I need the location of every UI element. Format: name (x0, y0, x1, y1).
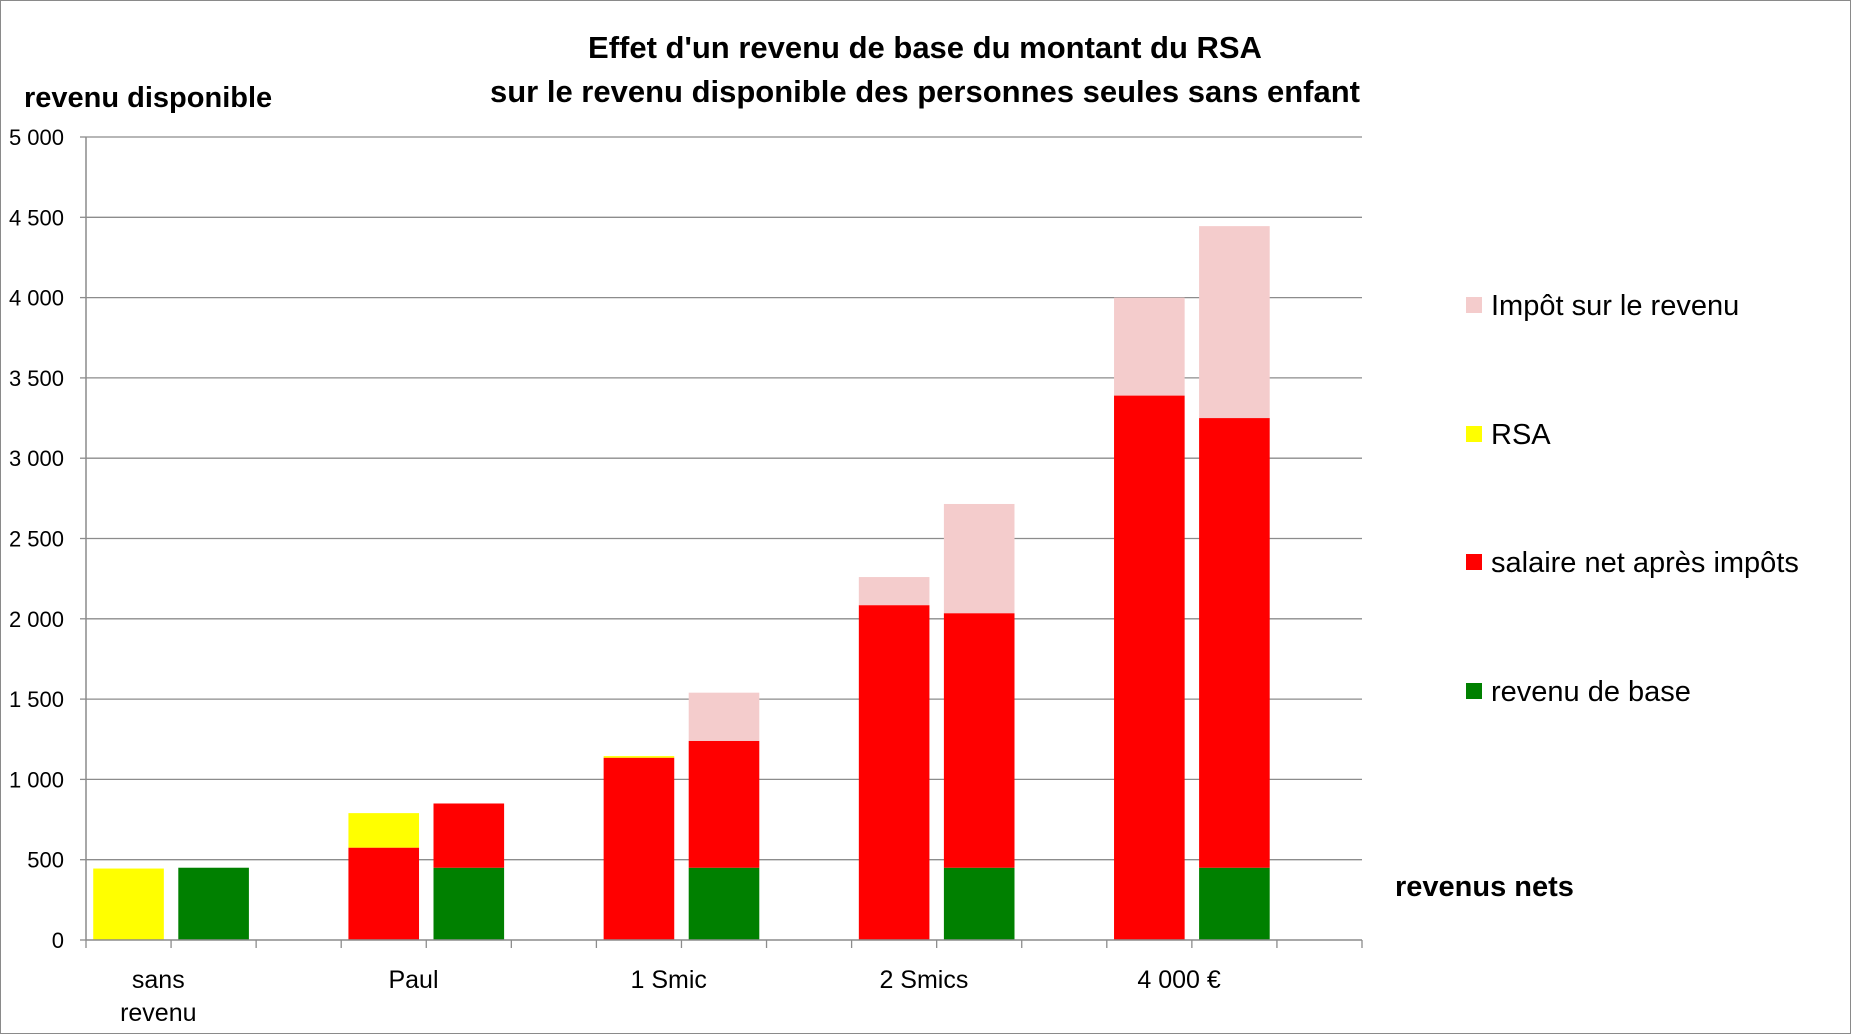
y-tick-labels: 0 500 1 000 1 500 2 000 2 500 3 000 3 500 4 000 4… (9, 125, 64, 953)
bar-segment-imp-t-sur-le-revenu (1114, 297, 1185, 396)
bar-segment-rsa (93, 868, 164, 940)
bar-segment-salaire-net-apr-s-imp-ts (1114, 395, 1185, 940)
category-label: Paul (388, 966, 438, 994)
bar-segment-imp-t-sur-le-revenu (688, 692, 760, 741)
category-label: sans (132, 966, 185, 994)
bar-segment-salaire-net-apr-s-imp-ts (943, 613, 1015, 868)
legend-swatch (1466, 426, 1482, 442)
legend-label: Impôt sur le revenu (1491, 290, 1739, 322)
legend-label: revenu de base (1491, 676, 1691, 708)
y-tick-label: 4 500 (9, 205, 64, 230)
bar-segment-salaire-net-apr-s-imp-ts (1199, 418, 1270, 868)
bar-segment-imp-t-sur-le-revenu (943, 503, 1015, 614)
chart-title-line-2: sur le revenu disponible des personnes s… (490, 74, 1360, 109)
y-tick-label: 3 500 (9, 366, 64, 391)
category-label: 4 000 € (1137, 966, 1221, 994)
bar-segment-imp-t-sur-le-revenu (858, 577, 930, 606)
legend: Impôt sur le revenu RSA salaire net après … (1466, 290, 1799, 708)
bar-segment-imp-t-sur-le-revenu (1199, 226, 1270, 419)
bar-segment-salaire-net-apr-s-imp-ts (688, 740, 760, 868)
bar-segment-salaire-net-apr-s-imp-ts (858, 605, 930, 940)
bar-segment-revenu-de-base (688, 867, 760, 940)
y-axis-title: revenu disponible (24, 82, 272, 114)
legend-label: RSA (1491, 419, 1551, 451)
legend-swatch (1466, 297, 1482, 313)
y-tick-label: 5 000 (9, 125, 64, 150)
y-tick-label: 0 (52, 928, 64, 953)
bar-segment-revenu-de-base (943, 867, 1015, 940)
bar-segment-rsa (348, 813, 420, 848)
y-tick-label: 1 000 (9, 767, 64, 792)
bars (93, 226, 1270, 940)
bar-segment-revenu-de-base (433, 867, 505, 940)
category-label: 1 Smic (631, 966, 707, 994)
y-tick-label: 3 000 (9, 446, 64, 471)
axes (85, 137, 1363, 948)
category-labels: sans revenu Paul 1 Smic 2 Smics 4 000 € (120, 966, 1221, 1027)
y-tick-label: 500 (27, 848, 64, 873)
legend-swatch (1466, 683, 1482, 699)
x-axis-title: revenus nets (1395, 871, 1574, 903)
bar-segment-revenu-de-base (178, 867, 249, 940)
bar-segment-salaire-net-apr-s-imp-ts (433, 803, 505, 868)
y-tick-label: 4 000 (9, 286, 64, 311)
bar-segment-salaire-net-apr-s-imp-ts (348, 847, 420, 940)
y-tick-label: 2 000 (9, 607, 64, 632)
legend-swatch (1466, 554, 1482, 570)
y-tick-label: 1 500 (9, 687, 64, 712)
category-label: revenu (120, 999, 196, 1027)
legend-label: salaire net après impôts (1491, 547, 1799, 579)
bar-segment-salaire-net-apr-s-imp-ts (603, 757, 675, 940)
category-label: 2 Smics (879, 966, 968, 994)
y-tick-label: 2 500 (9, 527, 64, 552)
bar-segment-revenu-de-base (1199, 867, 1270, 940)
chart-title-line-1: Effet d'un revenu de base du montant du … (588, 30, 1262, 65)
bar-segment-rsa (603, 756, 675, 758)
